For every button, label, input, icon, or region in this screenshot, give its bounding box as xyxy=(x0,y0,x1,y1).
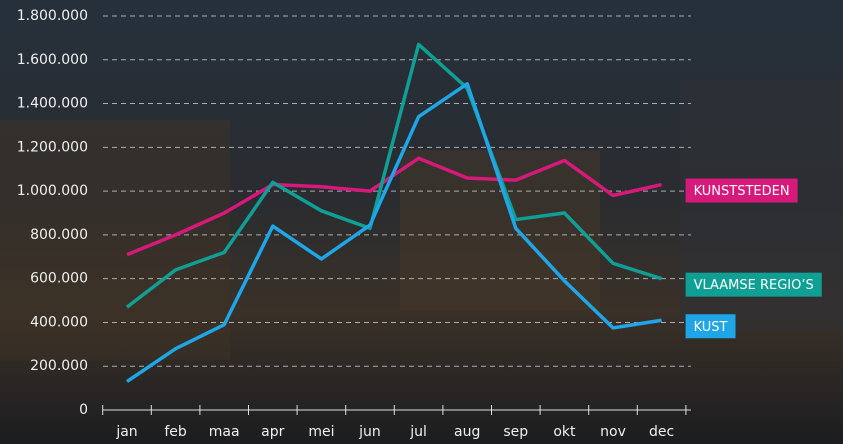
series-line xyxy=(126,82,662,383)
x-tick-label: dec xyxy=(649,424,674,440)
legend-label: KUNSTSTEDEN xyxy=(694,184,790,199)
series-line xyxy=(125,42,663,309)
y-tick-label: 1.400.000 xyxy=(17,96,88,112)
x-tick-label: okt xyxy=(553,424,576,440)
y-tick-label: 1.000.000 xyxy=(17,183,88,199)
x-tick-label: apr xyxy=(261,424,284,440)
y-tick-label: 1.800.000 xyxy=(17,8,88,24)
y-tick-label: 600.000 xyxy=(30,271,88,287)
x-tick-label: jun xyxy=(358,424,381,440)
legend-label: KUST xyxy=(694,320,728,335)
y-tick-label: 0 xyxy=(79,402,88,418)
legend-box xyxy=(685,272,822,297)
x-tick-label: maa xyxy=(209,424,240,440)
y-tick-label: 400.000 xyxy=(30,314,88,330)
y-tick-label: 1.200.000 xyxy=(17,139,88,155)
legend-box xyxy=(685,314,736,339)
x-tick-label: nov xyxy=(600,424,626,440)
x-tick-label: mei xyxy=(308,424,334,440)
legend-label: VLAAMSE REGIO’S xyxy=(694,278,814,293)
y-tick-label: 800.000 xyxy=(30,227,88,243)
x-tick-label: jul xyxy=(409,424,427,440)
y-tick-label: 1.600.000 xyxy=(17,52,88,68)
x-tick-label: aug xyxy=(454,424,480,440)
x-tick-label: feb xyxy=(164,424,187,440)
x-tick-label: jan xyxy=(115,424,137,440)
building-left xyxy=(0,120,230,360)
y-tick-label: 200.000 xyxy=(30,358,88,374)
legend-box xyxy=(685,178,798,203)
x-tick-label: sep xyxy=(503,424,528,440)
